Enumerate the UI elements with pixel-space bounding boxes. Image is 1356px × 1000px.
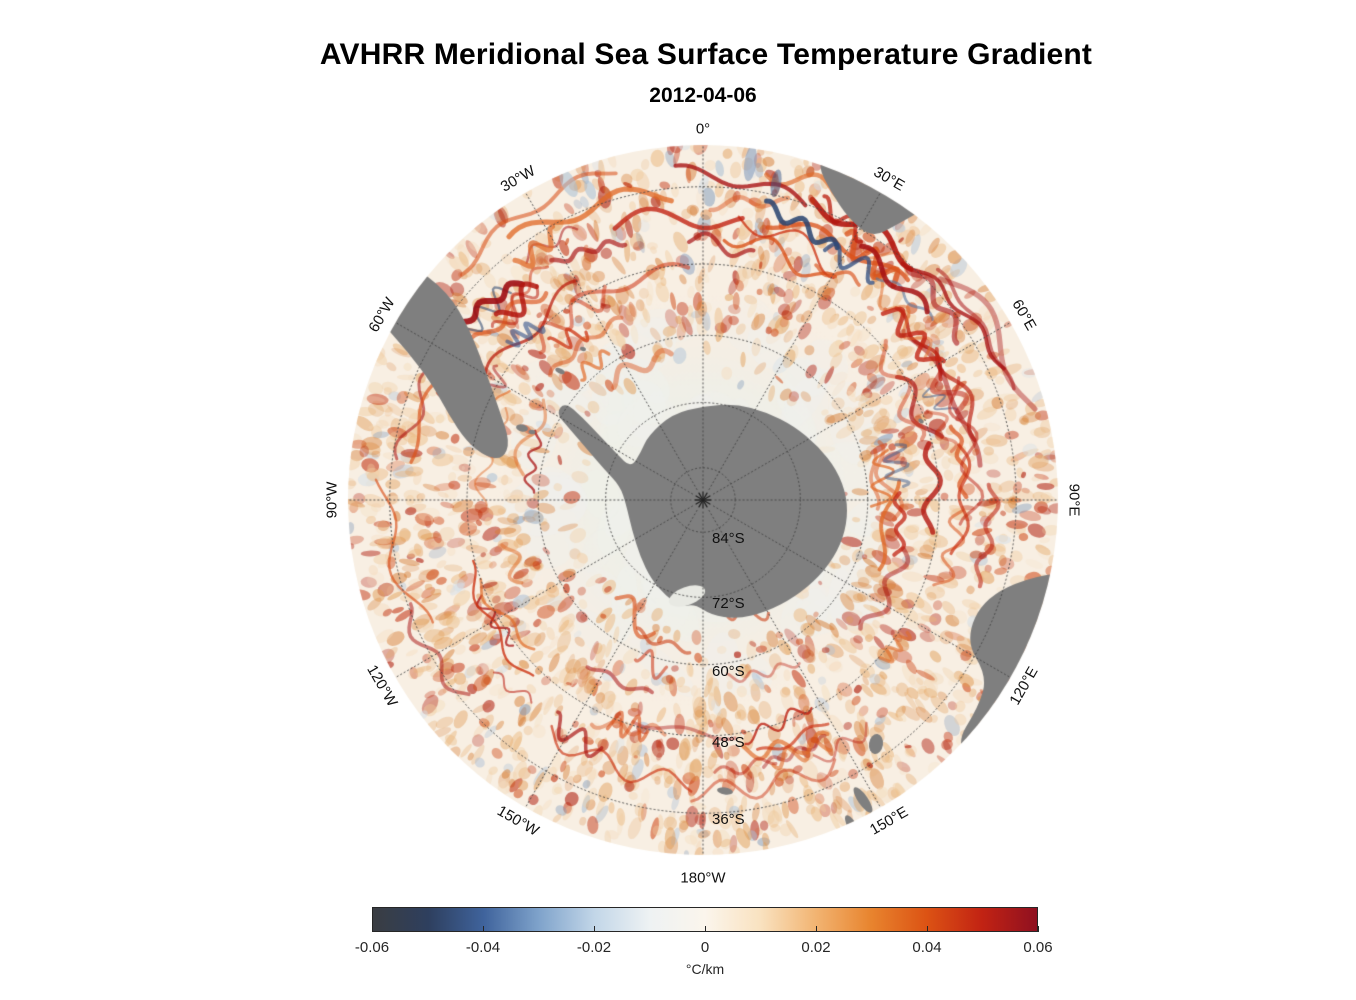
longitude-label-90: 90°E (1065, 483, 1083, 517)
colorbar-units-label: °C/km (685, 961, 725, 977)
colorbar-tick-label-0.02: 0.02 (801, 939, 831, 956)
latitude-label-84: 84°S (712, 530, 745, 548)
colorbar-tick-mark (927, 926, 928, 932)
colorbar-tick-label-0: 0 (700, 939, 710, 956)
longitude-label-270: 90°W (323, 481, 341, 519)
colorbar-tick-label--0.06: -0.06 (354, 939, 390, 956)
latitude-label-72: 72°S (712, 595, 745, 613)
colorbar-tick-mark (816, 926, 817, 932)
colorbar-tick-mark (1038, 926, 1039, 932)
colorbar-tick-mark (594, 926, 595, 932)
colorbar-tick-label-0.04: 0.04 (912, 939, 942, 956)
latitude-label-60: 60°S (712, 662, 745, 680)
longitude-label-180: 180°W (680, 869, 726, 887)
colorbar-tick-label-0.06: 0.06 (1023, 939, 1053, 956)
colorbar-tick-mark (372, 926, 373, 932)
colorbar-tick-mark (705, 926, 706, 932)
colorbar-tick-label--0.02: -0.02 (576, 939, 612, 956)
colorbar-tick-label--0.04: -0.04 (465, 939, 501, 956)
colorbar-tick-mark (483, 926, 484, 932)
latitude-label-36: 36°S (712, 811, 745, 829)
longitude-label-0: 0° (695, 120, 711, 138)
latitude-label-48: 48°S (712, 733, 745, 751)
